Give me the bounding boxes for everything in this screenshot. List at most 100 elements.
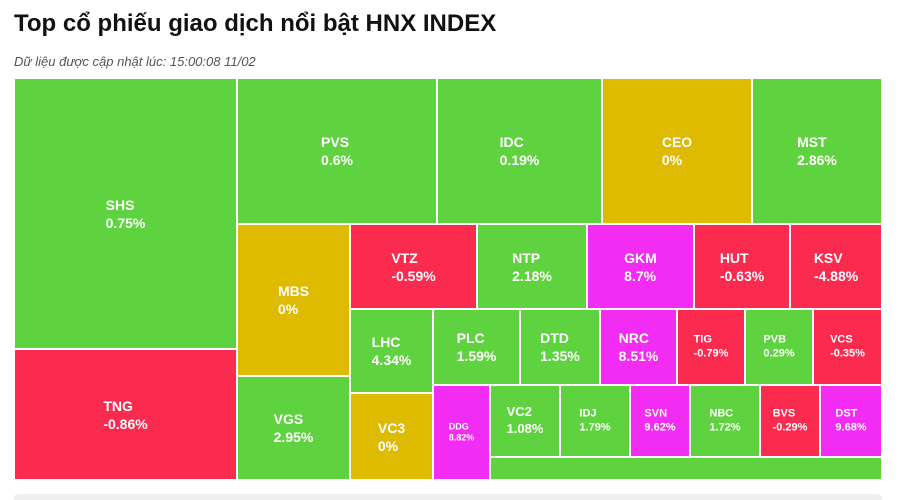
- treemap-tile-vc3[interactable]: VC3 0%: [350, 393, 433, 480]
- tile-label: TIG -0.79%: [694, 333, 729, 362]
- tile-label: MBS 0%: [278, 282, 309, 318]
- tile-label: VC2 1.08%: [507, 404, 544, 438]
- updated-time: 15:00:08 11/02: [169, 54, 256, 69]
- treemap-tile-shs[interactable]: SHS 0.75%: [14, 78, 237, 349]
- treemap-tile-mst[interactable]: MST 2.86%: [752, 78, 882, 224]
- treemap-tile-filler: [490, 457, 882, 480]
- tile-label: NBC 1.72%: [709, 407, 740, 436]
- treemap-tile-dtd[interactable]: DTD 1.35%: [520, 309, 600, 385]
- tile-ticker: IDC: [499, 133, 524, 150]
- tile-label: BVS -0.29%: [773, 407, 808, 436]
- tile-label: LHC 4.34%: [372, 333, 412, 369]
- tile-label: HUT -0.63%: [720, 248, 764, 284]
- tile-label: DDG 8.82%: [449, 421, 475, 444]
- tile-ticker: NBC: [709, 407, 734, 420]
- tile-ticker: HUT: [719, 249, 749, 266]
- tile-label: DST 9.68%: [835, 407, 866, 436]
- treemap-tile-nrc[interactable]: NRC 8.51%: [600, 309, 677, 385]
- treemap-chart: SHS 0.75% TNG -0.86% PVS 0.6% IDC 0.19% CEO 0% MST…: [14, 78, 882, 480]
- treemap-tile-svn[interactable]: SVN 9.62%: [630, 385, 690, 457]
- tile-label: VC3 0%: [378, 418, 405, 454]
- tile-label: TNG -0.86%: [103, 396, 147, 432]
- tile-label: DTD 1.35%: [540, 329, 580, 365]
- tile-change: 8.7%: [624, 267, 657, 284]
- tile-change: 0%: [661, 152, 683, 168]
- treemap-tile-nbc[interactable]: NBC 1.72%: [690, 385, 760, 457]
- treemap-tile-pvs[interactable]: PVS 0.6%: [237, 78, 437, 224]
- tile-ticker: TIG: [693, 333, 712, 346]
- treemap-tile-gkm[interactable]: GKM 8.7%: [587, 224, 694, 309]
- tile-change: -0.35%: [830, 348, 865, 360]
- tile-change: 2.86%: [797, 152, 837, 168]
- treemap-tile-tng[interactable]: TNG -0.86%: [14, 349, 237, 480]
- tile-change: -0.29%: [772, 422, 808, 434]
- tile-ticker: VC2: [506, 404, 532, 420]
- treemap-tile-mbs[interactable]: MBS 0%: [237, 224, 350, 376]
- tile-ticker: MBS: [277, 282, 310, 299]
- treemap-tile-ksv[interactable]: KSV -4.88%: [790, 224, 882, 309]
- tile-ticker: NRC: [618, 329, 649, 346]
- tile-change: 1.59%: [456, 348, 497, 364]
- tile-ticker: TNG: [103, 397, 133, 414]
- tile-label: MST 2.86%: [797, 133, 837, 169]
- tile-change: 0.29%: [763, 348, 795, 360]
- tile-ticker: DST: [835, 407, 858, 420]
- tile-ticker: SVN: [644, 407, 668, 420]
- treemap-tile-ceo[interactable]: CEO 0%: [602, 78, 752, 224]
- tile-ticker: PVB: [763, 333, 787, 346]
- treemap-tile-idc[interactable]: IDC 0.19%: [437, 78, 602, 224]
- treemap-tile-hut[interactable]: HUT -0.63%: [694, 224, 790, 309]
- tile-change: 2.95%: [273, 429, 314, 445]
- tile-change: 1.79%: [579, 422, 611, 434]
- tile-change: 4.34%: [371, 352, 412, 368]
- treemap-tile-idj[interactable]: IDJ 1.79%: [560, 385, 630, 457]
- tile-ticker: DDG: [448, 420, 469, 431]
- tile-change: -0.86%: [103, 415, 148, 432]
- tile-change: 0%: [277, 301, 299, 317]
- tile-change: 0.19%: [499, 152, 540, 168]
- treemap-tile-vgs[interactable]: VGS 2.95%: [237, 376, 350, 480]
- tile-change: 9.62%: [644, 422, 676, 434]
- tile-ticker: GKM: [624, 249, 657, 266]
- treemap-tile-bvs[interactable]: BVS -0.29%: [760, 385, 820, 457]
- tile-label: SVN 9.62%: [644, 407, 675, 436]
- tile-change: -4.88%: [813, 267, 859, 284]
- treemap-tile-vc2[interactable]: VC2 1.08%: [490, 385, 560, 457]
- tile-ticker: PVS: [321, 133, 350, 150]
- treemap-tile-vcs[interactable]: VCS -0.35%: [813, 309, 882, 385]
- tile-change: 0%: [377, 437, 399, 454]
- tile-label: VTZ -0.59%: [391, 248, 435, 284]
- tile-ticker: BVS: [772, 407, 796, 420]
- treemap-tile-tig[interactable]: TIG -0.79%: [677, 309, 745, 385]
- tile-change: 1.08%: [506, 421, 544, 436]
- tile-label: PVB 0.29%: [763, 333, 794, 362]
- tile-ticker: CEO: [661, 133, 693, 150]
- tile-label: PVS 0.6%: [321, 133, 353, 169]
- updated-label: Dữ liệu được cập nhật lúc:: [14, 54, 167, 69]
- tile-label: KSV -4.88%: [814, 248, 858, 284]
- tile-ticker: NTP: [512, 249, 541, 266]
- bottom-panel-edge: [14, 494, 882, 500]
- treemap-tile-ddg[interactable]: DDG 8.82%: [433, 385, 490, 480]
- tile-ticker: PLC: [456, 329, 485, 346]
- tile-change: -0.79%: [693, 348, 729, 360]
- treemap-tile-vtz[interactable]: VTZ -0.59%: [350, 224, 477, 309]
- tile-change: -0.63%: [719, 267, 765, 284]
- treemap-tile-ntp[interactable]: NTP 2.18%: [477, 224, 587, 309]
- tile-label: VGS 2.95%: [274, 410, 314, 446]
- treemap-tile-plc[interactable]: PLC 1.59%: [433, 309, 520, 385]
- tile-change: 1.35%: [540, 348, 580, 364]
- treemap-tile-lhc[interactable]: LHC 4.34%: [350, 309, 433, 393]
- treemap-tile-pvb[interactable]: PVB 0.29%: [745, 309, 813, 385]
- treemap-tile-dst[interactable]: DST 9.68%: [820, 385, 882, 457]
- update-timestamp: Dữ liệu được cập nhật lúc: 15:00:08 11/0…: [14, 54, 256, 69]
- page-title: Top cổ phiếu giao dịch nổi bật HNX INDEX: [14, 10, 497, 37]
- tile-ticker: VGS: [273, 410, 304, 427]
- tile-ticker: IDJ: [579, 407, 597, 420]
- tile-label: CEO 0%: [662, 133, 692, 169]
- tile-ticker: DTD: [540, 329, 569, 346]
- tile-label: IDC 0.19%: [500, 133, 540, 169]
- tile-ticker: LHC: [371, 333, 401, 350]
- tile-label: GKM 8.7%: [624, 248, 657, 284]
- tile-label: NTP 2.18%: [512, 248, 552, 284]
